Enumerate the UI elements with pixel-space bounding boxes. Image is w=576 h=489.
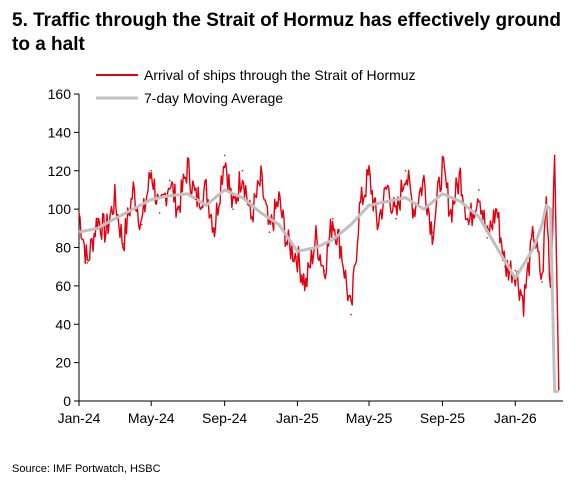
series-line-arrivals xyxy=(78,155,560,390)
x-tick-label: Jan-26 xyxy=(494,410,537,426)
arrivals-point xyxy=(423,179,425,182)
arrivals-point xyxy=(315,237,317,239)
arrivals-point xyxy=(504,265,506,268)
arrivals-point xyxy=(450,212,452,214)
y-tick-label: 0 xyxy=(63,393,71,409)
arrivals-point xyxy=(132,189,135,191)
x-tick-label: Jan-25 xyxy=(276,410,319,426)
arrivals-point xyxy=(158,212,161,214)
arrivals-point xyxy=(286,242,289,245)
arrivals-point xyxy=(268,231,271,233)
arrivals-point xyxy=(441,166,444,168)
arrivals-point xyxy=(195,198,197,201)
x-tick-label: May-24 xyxy=(128,410,175,426)
y-tick-label: 80 xyxy=(55,240,71,256)
arrivals-point xyxy=(467,223,470,226)
arrivals-point xyxy=(395,217,397,220)
arrivals-point xyxy=(296,256,299,258)
arrivals-point xyxy=(522,300,525,303)
arrivals-point xyxy=(250,217,252,220)
y-tick-label: 120 xyxy=(48,163,72,179)
plot-area xyxy=(78,154,560,393)
arrivals-point xyxy=(86,262,89,264)
arrivals-point xyxy=(232,208,234,210)
arrivals-point xyxy=(114,198,116,201)
arrivals-point xyxy=(376,223,379,226)
arrivals-point xyxy=(304,285,307,287)
arrivals-point xyxy=(541,281,543,283)
legend-label: 7-day Moving Average xyxy=(144,90,283,106)
arrivals-point xyxy=(558,388,560,391)
arrivals-point xyxy=(413,208,415,210)
arrivals-point xyxy=(122,242,124,245)
x-tick-label: Jan-24 xyxy=(58,410,101,426)
arrivals-point xyxy=(340,246,342,249)
arrivals-point xyxy=(213,227,216,230)
arrivals-point xyxy=(140,223,143,226)
y-tick-label: 20 xyxy=(55,355,71,371)
arrivals-point xyxy=(105,231,107,233)
arrivals-point xyxy=(223,154,226,157)
arrivals-point xyxy=(404,169,407,172)
x-tick-label: Sep-24 xyxy=(202,410,247,426)
legend-label: Arrival of ships through the Strait of H… xyxy=(144,67,416,83)
arrivals-point xyxy=(478,189,480,191)
arrivals-point xyxy=(368,173,370,176)
arrivals-point xyxy=(78,212,80,214)
arrivals-point xyxy=(553,154,556,157)
x-tick-label: May-25 xyxy=(346,410,393,426)
arrivals-point xyxy=(431,231,434,233)
arrivals-point xyxy=(459,173,462,176)
x-axis: Jan-24 May-24 Sep-24 Jan-25 May-25 Sep-25 Jan-… xyxy=(58,400,563,426)
y-tick-label: 100 xyxy=(48,201,72,217)
arrivals-point xyxy=(350,313,352,316)
x-tick-label: Sep-25 xyxy=(420,410,465,426)
arrivals-point xyxy=(549,285,552,287)
legend: Arrival of ships through the Strait of H… xyxy=(96,67,416,106)
y-axis: 0 20 40 60 80 100 120 140 160 xyxy=(48,86,80,409)
y-tick-label: 160 xyxy=(48,86,72,102)
arrivals-point xyxy=(386,185,389,187)
arrivals-point xyxy=(514,269,517,272)
arrivals-point xyxy=(495,208,498,210)
arrivals-point xyxy=(177,208,179,210)
y-tick-label: 40 xyxy=(55,316,71,332)
arrivals-point xyxy=(358,208,361,210)
arrivals-point xyxy=(278,198,280,201)
arrivals-point xyxy=(331,217,334,220)
arrivals-point xyxy=(260,179,262,182)
arrivals-point xyxy=(545,198,548,201)
source-note: Source: IMF Portwatch, HSBC xyxy=(12,463,161,475)
y-tick-label: 60 xyxy=(55,278,71,294)
arrivals-point xyxy=(486,237,489,239)
arrivals-point xyxy=(186,166,189,168)
arrivals-point xyxy=(323,269,326,272)
arrivals-point xyxy=(150,169,153,172)
chart-title: 5. Traffic through the Strait of Hormuz … xyxy=(12,10,561,55)
arrivals-point xyxy=(205,189,207,191)
arrivals-point xyxy=(96,217,99,220)
y-tick-label: 140 xyxy=(48,124,72,140)
arrivals-point xyxy=(241,169,244,172)
series-line-moving-average xyxy=(78,188,559,393)
arrivals-point xyxy=(532,231,535,233)
arrivals-point xyxy=(168,179,171,182)
